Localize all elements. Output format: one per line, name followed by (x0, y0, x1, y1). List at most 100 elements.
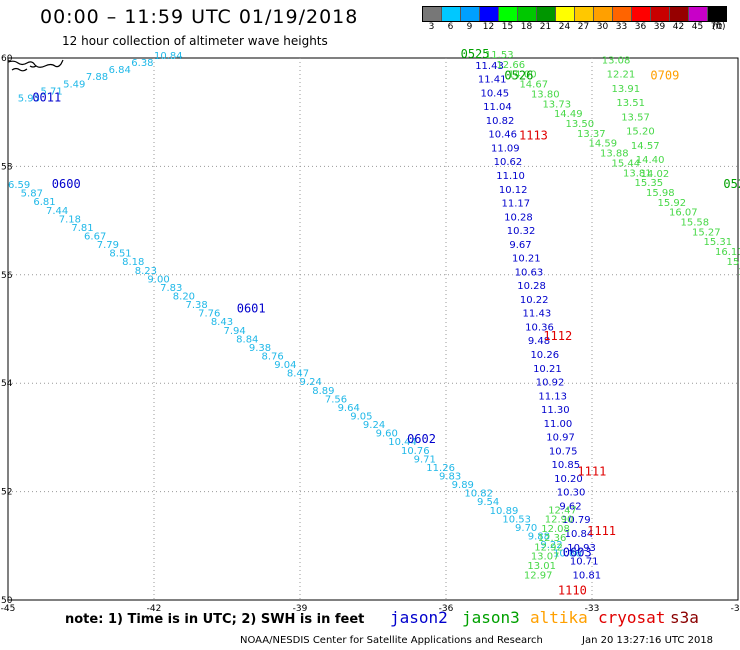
swh-value-label: 10.21 (533, 364, 562, 375)
swh-value-label: 15.31 (703, 237, 732, 248)
swh-value-label: 12.21 (607, 70, 636, 81)
swh-value-label: 13.07 (531, 552, 560, 563)
swh-value-label: 16.11 (715, 247, 740, 258)
swh-value-label: 9.70 (515, 523, 537, 534)
swh-value-label: 10.36 (525, 322, 554, 333)
swh-value-label: 5.71 (40, 86, 62, 97)
swh-value-label: 9.05 (350, 412, 372, 423)
swh-value-label: 11.43 (475, 61, 504, 72)
coastline-greenland (7, 59, 64, 72)
swh-value-label: 11.43 (523, 309, 552, 320)
swh-value-label: 10.75 (549, 446, 578, 457)
swh-value-label: 11.30 (541, 405, 570, 416)
swh-value-label: 10.97 (546, 433, 575, 444)
latitude-tick-label: 50 (1, 596, 13, 606)
swh-value-label: 7.18 (59, 214, 81, 225)
swh-value-label: 10.45 (480, 88, 509, 99)
swh-value-label: 15.44 (611, 158, 640, 169)
swh-value-label: 12.92 (534, 542, 563, 553)
color-scale-label: 45 (691, 22, 704, 32)
swh-value-label: 15.58 (680, 218, 709, 229)
swh-value-label: 14.59 (588, 139, 617, 150)
swh-value-label: 13.88 (600, 149, 629, 160)
swh-value-label: 11.04 (483, 102, 512, 113)
page-subtitle: 12 hour collection of altimeter wave hei… (62, 34, 328, 48)
pass-time-label: 0011 (32, 90, 61, 104)
swh-value-label: 7.88 (86, 72, 108, 83)
legend-item-jason3: jason3 (462, 608, 520, 627)
swh-value-label: 10.28 (504, 212, 533, 223)
swh-value-label: 8.84 (236, 334, 258, 345)
pass-time-label: 0602 (407, 432, 436, 446)
color-scale-label: 21 (539, 22, 552, 32)
swh-value-label: 9.62 (559, 501, 581, 512)
swh-value-label: 7.56 (325, 394, 347, 405)
swh-value-label: 12.97 (524, 570, 553, 581)
color-swatch-7 (556, 7, 575, 21)
timestamp-text: Jan 20 13:27:16 UTC 2018 (582, 635, 714, 646)
swh-value-label: 9.54 (477, 497, 499, 508)
swh-value-label: 9.89 (452, 480, 474, 491)
color-scale-label: 3 (428, 22, 435, 32)
longitude-tick-label: -30 (731, 604, 740, 614)
color-scale-bar (422, 6, 727, 22)
swh-value-label: 11.26 (426, 463, 455, 474)
legend-item-cryosat: cryosat (598, 608, 666, 627)
swh-value-label: 10.26 (530, 350, 559, 361)
color-scale-label: 18 (520, 22, 533, 32)
color-swatch-13 (670, 7, 689, 21)
swh-value-label: 8.20 (173, 292, 195, 303)
swh-value-label: 10.86 (553, 549, 582, 560)
pass-time-label: 1112 (543, 329, 572, 343)
latitude-tick-label: 54 (1, 379, 13, 389)
swh-value-label: 10.84 (565, 529, 594, 540)
pass-time-label: 1111 (587, 524, 616, 538)
swh-value-label: 11.41 (478, 75, 507, 86)
swh-value-label: 9.67 (509, 240, 531, 251)
color-scale-label: 39 (653, 22, 666, 32)
swh-value-label: 9.83 (439, 471, 461, 482)
swh-value-label: 15.5 (726, 257, 740, 268)
swh-value-label: 14.57 (631, 141, 660, 152)
swh-value-label: 10.71 (570, 557, 599, 568)
swh-value-label: 14.40 (636, 155, 665, 166)
color-swatch-8 (575, 7, 594, 21)
latitude-tick-label: 52 (1, 488, 12, 498)
swh-value-label: 6.84 (109, 65, 131, 76)
color-swatch-12 (651, 7, 670, 21)
credit-text: NOAA/NESDIS Center for Satellite Applica… (240, 635, 543, 646)
color-scale-label: 42 (672, 22, 685, 32)
swh-value-label: 8.43 (211, 317, 233, 328)
swh-value-label: 7.76 (198, 309, 220, 320)
pass-time-label: 0603 (563, 546, 592, 560)
swh-value-label: 8.23 (135, 266, 157, 277)
swh-value-label: 5.49 (63, 79, 85, 90)
swh-value-label: 6.38 (131, 58, 153, 69)
swh-value-label: 10.63 (515, 267, 544, 278)
swh-value-label: 10.12 (499, 185, 528, 196)
swh-value-label: 11.53 (485, 50, 514, 61)
swh-value-label: 7.38 (185, 300, 207, 311)
color-scale-label: 30 (596, 22, 609, 32)
swh-value-label: 9.00 (147, 274, 169, 285)
color-scale-label: 9 (466, 22, 473, 32)
pass-time-label: 0526 (504, 69, 533, 83)
swh-value-label: 13.50 (565, 119, 594, 130)
swh-value-label: 15.27 (692, 227, 721, 238)
swh-value-label: 9.04 (274, 360, 296, 371)
swh-value-label: 13.91 (611, 84, 640, 95)
swh-value-label: 9.22 (540, 540, 562, 551)
swh-value-label: 6.81 (33, 197, 55, 208)
color-swatch-9 (594, 7, 613, 21)
swh-value-label: 14.67 (519, 80, 548, 91)
pass-time-label: 1110 (558, 584, 587, 598)
color-swatch-0 (423, 7, 442, 21)
swh-value-label: 11.10 (496, 171, 525, 182)
swh-value-label: 13.73 (542, 99, 571, 110)
swh-value-label: 15.20 (626, 127, 655, 138)
swh-value-label: 11.17 (502, 199, 531, 210)
swh-value-label: 12.36 (538, 533, 567, 544)
color-swatch-2 (461, 7, 480, 21)
swh-value-label: 5.87 (21, 189, 43, 200)
